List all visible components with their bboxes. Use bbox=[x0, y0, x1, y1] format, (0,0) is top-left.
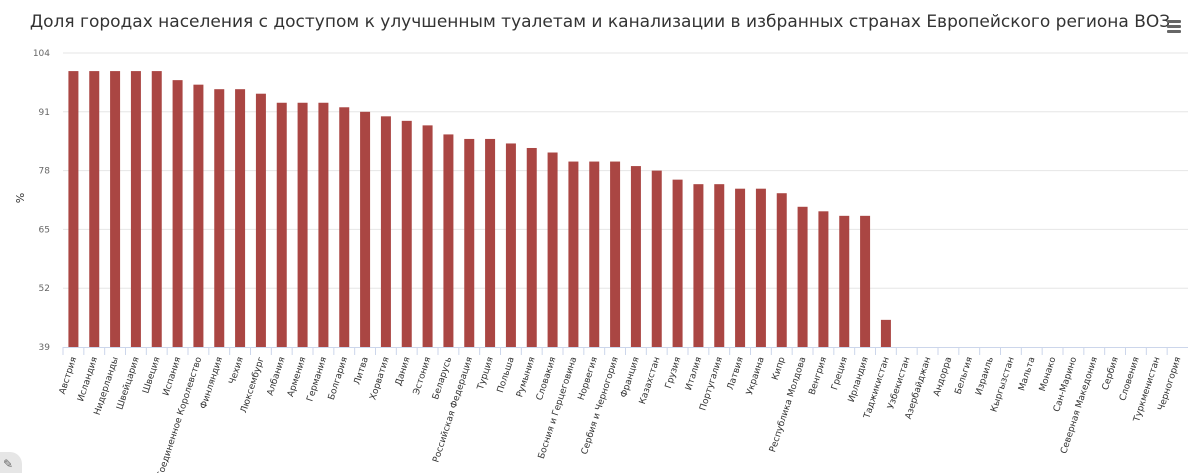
x-tick-label: Исландия bbox=[76, 356, 100, 403]
bar[interactable] bbox=[193, 84, 204, 348]
bar[interactable] bbox=[714, 184, 725, 347]
x-tick-label: Литва bbox=[353, 356, 371, 386]
x-tick-label: Украина bbox=[745, 356, 767, 397]
bar[interactable] bbox=[68, 71, 79, 347]
bar[interactable] bbox=[214, 89, 225, 347]
menu-icon[interactable] bbox=[1165, 18, 1185, 36]
bar[interactable] bbox=[610, 161, 621, 347]
x-tick-label: Латвия bbox=[726, 356, 746, 392]
bar-series bbox=[68, 71, 891, 348]
bar[interactable] bbox=[360, 111, 371, 347]
bar[interactable] bbox=[401, 120, 412, 347]
bar[interactable] bbox=[839, 215, 850, 347]
x-tick-label: Беларусь bbox=[431, 356, 454, 401]
x-tick-label: Кипр bbox=[771, 356, 788, 382]
bar[interactable] bbox=[693, 184, 704, 347]
x-tick-label: Норвегия bbox=[577, 356, 600, 402]
y-tick-label: 91 bbox=[39, 108, 50, 118]
bar[interactable] bbox=[485, 138, 496, 347]
x-tick-label: Казахстан bbox=[638, 356, 663, 406]
bar[interactable] bbox=[735, 188, 746, 347]
chart-title: Доля городах населения с доступом к улуч… bbox=[29, 12, 1171, 32]
bar[interactable] bbox=[630, 166, 641, 347]
x-tick-label: Швеция bbox=[141, 356, 162, 395]
bar[interactable] bbox=[255, 93, 266, 347]
x-tick-label: Бельгия bbox=[954, 356, 975, 396]
x-tick-label: Испания bbox=[161, 356, 183, 397]
y-tick-label: 104 bbox=[33, 49, 50, 59]
x-tick-label: Грузия bbox=[664, 356, 684, 390]
bar[interactable] bbox=[568, 161, 579, 347]
y-axis: 39 52 65 78 91 104 bbox=[33, 49, 50, 353]
x-tick-label: Албания bbox=[266, 356, 288, 397]
bar[interactable] bbox=[422, 125, 433, 347]
bar[interactable] bbox=[505, 143, 516, 347]
grid-lines bbox=[63, 52, 1188, 289]
x-tick-label: Ирландия bbox=[847, 356, 871, 404]
bar[interactable] bbox=[130, 71, 141, 347]
x-tick-label: Эстония bbox=[412, 356, 434, 396]
bar[interactable] bbox=[443, 134, 454, 347]
x-tick-label: Румыния bbox=[515, 356, 537, 399]
x-tick-label: Турция bbox=[476, 356, 496, 392]
bar[interactable] bbox=[89, 71, 100, 347]
x-tick-label: Италия bbox=[684, 356, 704, 392]
bar[interactable] bbox=[151, 71, 162, 347]
x-tick-label: Российская Федерация bbox=[431, 356, 475, 464]
bar[interactable] bbox=[339, 107, 350, 348]
x-tick-label: Словения bbox=[1118, 356, 1142, 402]
y-tick-label: 39 bbox=[39, 343, 51, 353]
x-tick-label: Финляндия bbox=[199, 356, 225, 410]
x-tick-label: Израиль bbox=[974, 356, 996, 397]
bar[interactable] bbox=[776, 193, 787, 347]
bar[interactable] bbox=[818, 211, 829, 347]
credits-icon[interactable]: ✎ bbox=[0, 452, 22, 473]
bar[interactable] bbox=[880, 319, 891, 347]
bar[interactable] bbox=[526, 147, 537, 347]
bar[interactable] bbox=[380, 116, 391, 347]
bar[interactable] bbox=[297, 102, 308, 347]
x-tick-label: Соединенное Королевство bbox=[155, 355, 204, 473]
bar[interactable] bbox=[276, 102, 287, 347]
bar[interactable] bbox=[651, 170, 662, 347]
x-tick-label: Польша bbox=[496, 356, 517, 394]
bar[interactable] bbox=[547, 152, 558, 347]
bar[interactable] bbox=[235, 89, 246, 347]
x-tick-label: Венгрия bbox=[808, 356, 830, 396]
x-tick-label: Болгария bbox=[327, 356, 350, 402]
x-tick-label: Германия bbox=[305, 356, 329, 403]
y-tick-label: 78 bbox=[39, 167, 51, 177]
bar[interactable] bbox=[172, 80, 183, 347]
x-tick-label: Армения bbox=[286, 356, 308, 398]
x-tick-label: Дания bbox=[394, 356, 413, 387]
y-tick-label: 52 bbox=[39, 284, 50, 294]
bar[interactable] bbox=[672, 179, 683, 347]
x-tick-label: Хорватия bbox=[368, 356, 391, 402]
y-tick-label: 65 bbox=[39, 225, 50, 235]
x-tick-label: Швейцария bbox=[115, 356, 141, 411]
bar[interactable] bbox=[318, 102, 329, 347]
bar[interactable] bbox=[464, 138, 475, 347]
bar[interactable] bbox=[589, 161, 600, 347]
bar[interactable] bbox=[797, 206, 808, 347]
x-tick-label: Чехия bbox=[228, 356, 246, 386]
bar[interactable] bbox=[110, 71, 121, 347]
x-tick-label: Франция bbox=[619, 356, 642, 399]
x-tick-label: Сербия bbox=[1101, 356, 1121, 392]
bar[interactable] bbox=[755, 188, 766, 347]
x-tick-label: Андорра bbox=[932, 356, 954, 398]
bar[interactable] bbox=[860, 215, 871, 347]
x-tick-label: Словакия bbox=[535, 356, 558, 402]
x-tick-label: Австрия bbox=[58, 356, 79, 396]
y-axis-label: % bbox=[14, 193, 27, 203]
x-tick-label: Монако bbox=[1038, 355, 1059, 392]
x-tick-label: Греция bbox=[830, 356, 850, 392]
x-tick-label: Мальта bbox=[1017, 356, 1037, 392]
